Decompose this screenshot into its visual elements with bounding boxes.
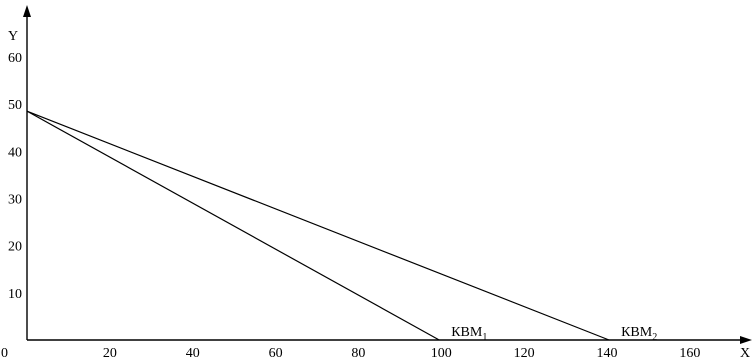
- y-tick-labels: 10 20 30 40 50 60: [8, 51, 22, 302]
- y-tick-label: 10: [8, 287, 22, 302]
- x-tick-label: 0: [1, 346, 8, 360]
- series-subscript: 2: [652, 332, 657, 343]
- x-tick-label: 160: [679, 346, 700, 360]
- x-tick-label: 40: [186, 346, 200, 360]
- x-tick-labels: 0 20 40 60 80 100 120 140 160: [1, 346, 700, 360]
- x-axis-title: X: [740, 346, 750, 360]
- y-tick-label: 40: [8, 145, 22, 160]
- x-tick-label: 140: [597, 346, 618, 360]
- x-tick-label: 100: [431, 346, 452, 360]
- series-lines: [27, 111, 609, 340]
- x-tick-label: 80: [351, 346, 365, 360]
- x-axis-arrow-icon: [740, 336, 752, 344]
- series-line-1: [27, 111, 439, 340]
- series-subscript: 1: [482, 332, 487, 343]
- y-tick-label: 50: [8, 98, 22, 113]
- y-tick-label: 60: [8, 51, 22, 66]
- y-axis-title: Y: [8, 29, 18, 44]
- y-tick-label: 20: [8, 240, 22, 255]
- series-name: КВМ: [451, 325, 483, 340]
- series-name: КВМ: [621, 325, 653, 340]
- y-tick-label: 30: [8, 192, 22, 207]
- x-tick-label: 120: [514, 346, 535, 360]
- series-line-2: [27, 111, 609, 340]
- x-tick-label: 60: [269, 346, 283, 360]
- y-axis-arrow-icon: [23, 5, 31, 17]
- x-tick-label: 20: [103, 346, 117, 360]
